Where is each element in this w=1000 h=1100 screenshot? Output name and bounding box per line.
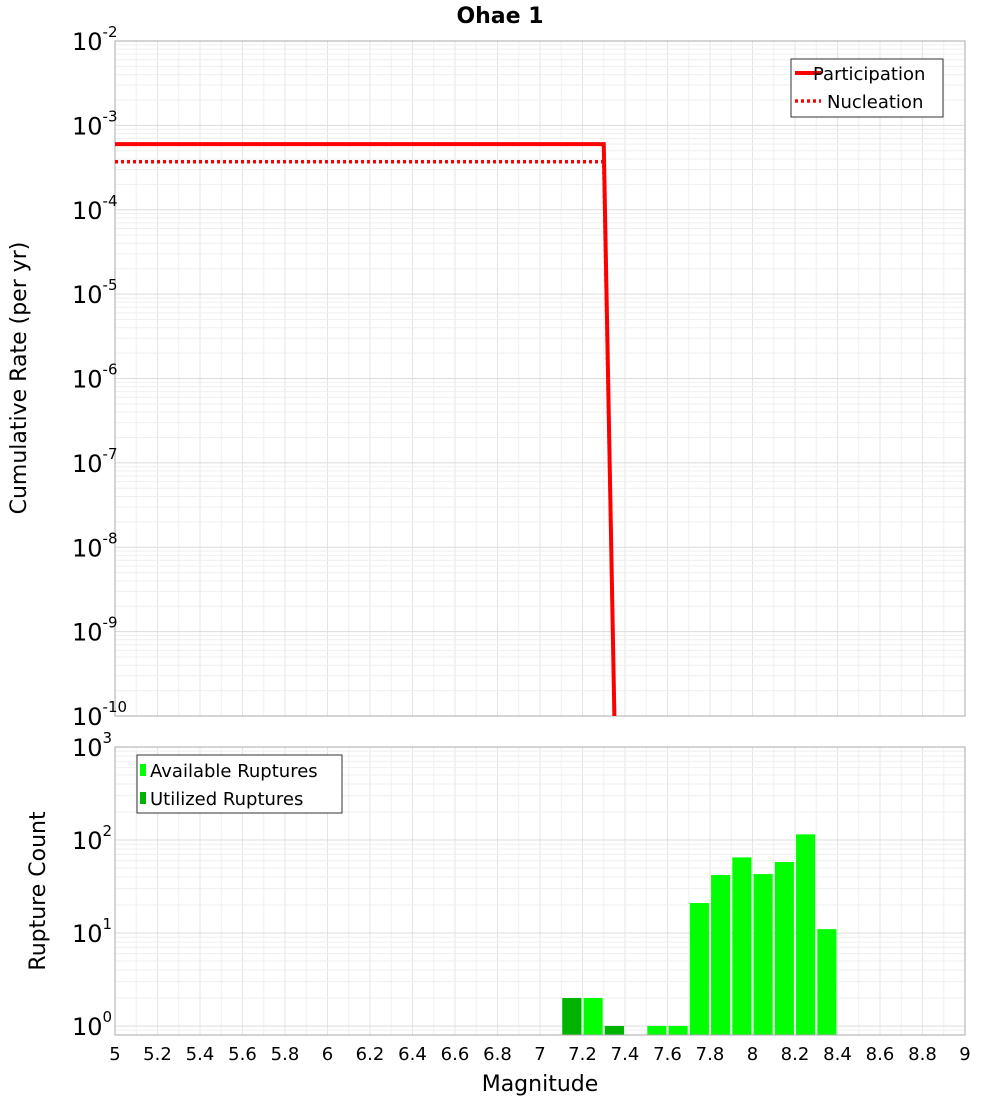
legend-label-utilized: Utilized Ruptures	[150, 789, 303, 810]
x-tick-label: 7.2	[568, 1044, 597, 1065]
top-y-tick-label: 10-2	[72, 23, 118, 56]
bottom-y-tick-label: 103	[72, 729, 112, 762]
bottom-plot-border	[114, 746, 966, 1036]
top-plot-border	[114, 40, 966, 717]
legend-label-participation: Participation	[813, 64, 925, 85]
top-y-tick-label: 10-4	[72, 192, 118, 225]
top-y-tick-label: 10-5	[72, 276, 118, 309]
top-y-tick-label: 10-10	[72, 698, 127, 731]
x-tick-label: 6	[322, 1044, 333, 1065]
y-tick-exponent: 2	[103, 822, 113, 840]
y-tick-base: 10	[72, 619, 103, 647]
y-tick-exponent: -10	[103, 698, 128, 716]
x-tick-label: 8	[747, 1044, 758, 1065]
y-tick-base: 10	[72, 366, 103, 394]
y-tick-exponent: -5	[103, 276, 118, 294]
y-tick-exponent: -2	[103, 23, 118, 41]
x-tick-label: 7.8	[696, 1044, 725, 1065]
top-legend-box	[790, 58, 944, 118]
legend-swatch-available	[140, 764, 146, 776]
x-tick-label: 6.2	[356, 1044, 385, 1065]
y-tick-base: 10	[72, 1013, 103, 1041]
available-rupture-bar	[583, 997, 603, 1035]
y-tick-base: 10	[72, 734, 103, 762]
top-y-tick-label: 10-8	[72, 529, 118, 562]
x-tick-label: 5	[109, 1044, 120, 1065]
top-y-tick-label: 10-7	[72, 445, 118, 478]
x-axis-label: Magnitude	[482, 1072, 599, 1097]
y-tick-exponent: -3	[103, 107, 118, 125]
x-tick-label: 5.2	[143, 1044, 172, 1065]
available-rupture-bar	[732, 857, 752, 1035]
x-tick-label: 8.4	[823, 1044, 852, 1065]
y-tick-base: 10	[72, 450, 103, 478]
available-rupture-bar	[689, 903, 709, 1035]
top-y-axis-label: Cumulative Rate (per yr)	[7, 242, 32, 515]
y-tick-base: 10	[72, 703, 103, 731]
top-legend: Participation Nucleation	[790, 58, 944, 118]
y-tick-base: 10	[72, 281, 103, 309]
bottom-y-tick-label: 100	[72, 1008, 112, 1041]
y-tick-exponent: 0	[103, 1008, 113, 1026]
available-rupture-bar	[753, 874, 773, 1035]
y-tick-exponent: 1	[103, 915, 113, 933]
bottom-y-tick-label: 101	[72, 915, 112, 948]
available-rupture-bar	[817, 929, 837, 1035]
series-line-nucleation	[115, 160, 617, 717]
available-rupture-bar	[668, 1025, 688, 1035]
y-tick-base: 10	[72, 28, 103, 56]
x-tick-label: 7.4	[611, 1044, 640, 1065]
utilized-rupture-bar	[604, 1025, 624, 1035]
available-rupture-bar	[774, 861, 794, 1035]
top-y-tick-label: 10-9	[72, 614, 118, 647]
y-tick-exponent: -6	[103, 361, 118, 379]
top-y-tick-label: 10-3	[72, 107, 118, 140]
legend-label-nucleation: Nucleation	[827, 92, 923, 113]
y-tick-exponent: -4	[103, 192, 118, 210]
x-tick-label: 8.6	[866, 1044, 895, 1065]
y-tick-base: 10	[72, 112, 103, 140]
top-y-tick-label: 10-6	[72, 361, 118, 394]
x-tick-label: 9	[959, 1044, 970, 1065]
y-tick-exponent: -9	[103, 614, 118, 632]
y-tick-base: 10	[72, 197, 103, 225]
x-tick-label: 8.8	[908, 1044, 937, 1065]
x-tick-label: 5.8	[271, 1044, 300, 1065]
bottom-legend-box	[136, 754, 343, 814]
y-tick-exponent: -8	[103, 529, 118, 547]
available-rupture-bar	[711, 875, 731, 1035]
x-tick-label: 6.8	[483, 1044, 512, 1065]
utilized-rupture-bar	[562, 997, 582, 1035]
legend-label-available: Available Ruptures	[150, 761, 318, 782]
x-tick-label: 5.6	[228, 1044, 257, 1065]
y-tick-base: 10	[72, 827, 103, 855]
available-rupture-bar	[796, 834, 816, 1035]
top-plot-area: 10-1010-910-810-710-610-510-410-310-2Par…	[72, 23, 966, 731]
bottom-legend: Available Ruptures Utilized Ruptures	[136, 754, 343, 814]
available-rupture-bar	[647, 1025, 667, 1035]
x-tick-label: 6.6	[441, 1044, 470, 1065]
chart-title: Ohae 1	[456, 4, 543, 29]
x-tick-label: 7.6	[653, 1044, 682, 1065]
x-tick-label: 5.4	[186, 1044, 215, 1065]
bottom-y-axis-label: Rupture Count	[26, 811, 51, 971]
bottom-y-tick-label: 102	[72, 822, 112, 855]
legend-swatch-utilized	[140, 792, 146, 804]
x-tick-label: 8.2	[781, 1044, 810, 1065]
y-tick-base: 10	[72, 920, 103, 948]
y-tick-exponent: -7	[103, 445, 118, 463]
y-tick-exponent: 3	[103, 729, 113, 747]
y-tick-base: 10	[72, 534, 103, 562]
x-tick-label: 6.4	[398, 1044, 427, 1065]
x-tick-label: 7	[534, 1044, 545, 1065]
